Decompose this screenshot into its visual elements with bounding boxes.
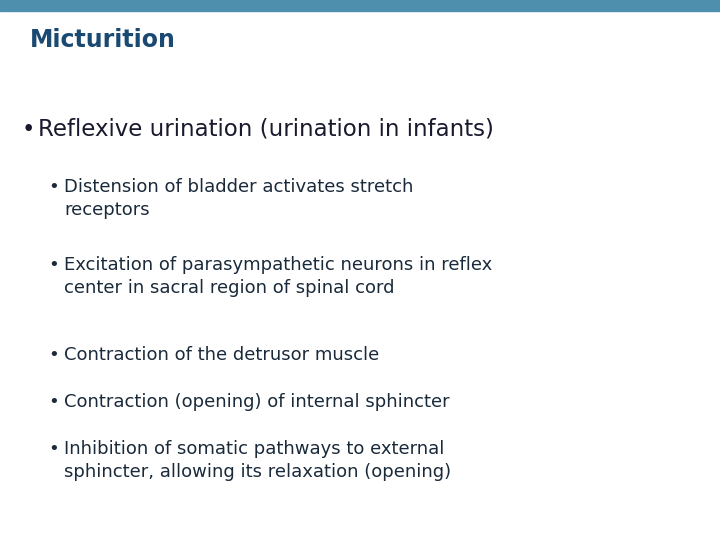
Text: Distension of bladder activates stretch
receptors: Distension of bladder activates stretch … — [64, 178, 413, 219]
Text: •: • — [48, 178, 59, 196]
Bar — [0, 0, 720, 11]
Text: •: • — [22, 118, 35, 141]
Text: •: • — [48, 393, 59, 411]
Text: Micturition: Micturition — [30, 28, 176, 52]
Text: Reflexive urination (urination in infants): Reflexive urination (urination in infant… — [38, 118, 494, 141]
Text: •: • — [48, 346, 59, 364]
Text: Contraction (opening) of internal sphincter: Contraction (opening) of internal sphinc… — [64, 393, 449, 411]
Text: Inhibition of somatic pathways to external
sphincter, allowing its relaxation (o: Inhibition of somatic pathways to extern… — [64, 440, 451, 481]
Text: Contraction of the detrusor muscle: Contraction of the detrusor muscle — [64, 346, 379, 364]
Text: Excitation of parasympathetic neurons in reflex
center in sacral region of spina: Excitation of parasympathetic neurons in… — [64, 256, 492, 297]
Text: •: • — [48, 256, 59, 274]
Text: •: • — [48, 440, 59, 458]
